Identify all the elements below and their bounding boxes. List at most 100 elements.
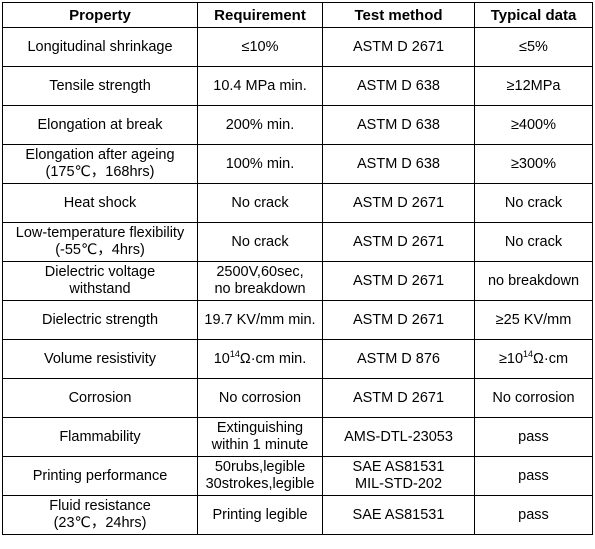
cell-requirement-text: 200% min. <box>225 116 295 133</box>
cell-typical-data-text: ≤5% <box>519 38 548 55</box>
cell-property-text: Tensile strength <box>49 77 151 94</box>
cell-test-method: ASTM D 2671 <box>322 261 475 301</box>
cell-typical-data: ≥300% <box>474 144 593 184</box>
cell-typical-data: No crack <box>474 222 593 262</box>
value-unit: Ω·cm <box>533 350 569 367</box>
cell-test-method-text: ASTM D 2671 <box>352 311 445 328</box>
cell-typical-data-text: ≥25 KV/mm <box>495 311 572 328</box>
cell-test-method: ASTM D 2671 <box>322 183 475 223</box>
cell-typical-data: pass <box>474 456 593 496</box>
cell-property-text: Printing performance <box>32 467 168 484</box>
cell-test-method-text: ASTM D 876 <box>357 350 440 367</box>
cell-test-method: ASTM D 638 <box>322 144 475 184</box>
table-row: Fluid resistance (23℃，24hrs) Printing leg… <box>2 495 593 535</box>
cell-typical-data-text: No crack <box>504 194 563 211</box>
cell-property-text: Low-temperature flexibility (-55℃，4hrs) <box>15 225 185 258</box>
cell-typical-data: ≤5% <box>474 27 593 67</box>
cell-requirement: 19.7 KV/mm min. <box>197 300 323 340</box>
properties-table: Property Requirement Test method Typical… <box>2 2 593 535</box>
cell-typical-data-text: pass <box>518 428 549 445</box>
cell-property: Fluid resistance (23℃，24hrs) <box>2 495 198 535</box>
cell-property-text: Elongation after ageing (175℃，168hrs) <box>25 147 175 180</box>
cell-requirement: Extinguishing within 1 minute <box>197 417 323 457</box>
cell-typical-data-text: pass <box>518 467 549 484</box>
cell-requirement-text: 2500V,60sec, no breakdown <box>214 264 306 297</box>
cell-test-method-text: ASTM D 2671 <box>352 233 445 250</box>
cell-test-method-text: ASTM D 2671 <box>352 272 445 289</box>
cell-property-text: Elongation at break <box>37 116 163 133</box>
header-property: Property <box>2 2 198 28</box>
cell-typical-data-text: ≥300% <box>510 155 557 172</box>
cell-typical-data: No crack <box>474 183 593 223</box>
value-unit: Ω·cm min. <box>239 350 307 367</box>
cell-test-method-text: ASTM D 2671 <box>352 38 445 55</box>
cell-typical-data: pass <box>474 495 593 535</box>
cell-property-text: Flammability <box>59 428 141 445</box>
cell-typical-data: ≥1014Ω·cm <box>474 339 593 379</box>
cell-requirement-text: 19.7 KV/mm min. <box>204 311 316 328</box>
cell-requirement-text: ≤10% <box>241 38 279 55</box>
table-row: Low-temperature flexibility (-55℃，4hrs) N… <box>2 222 593 262</box>
cell-property: Low-temperature flexibility (-55℃，4hrs) <box>2 222 198 262</box>
cell-test-method: ASTM D 2671 <box>322 222 475 262</box>
table-row: Longitudinal shrinkage ≤10% ASTM D 2671 ≤5% <box>2 27 593 67</box>
cell-test-method-text: ASTM D 638 <box>357 155 440 172</box>
cell-requirement-text: Printing legible <box>212 506 308 523</box>
cell-typical-data: no breakdown <box>474 261 593 301</box>
value-prefix: ≥10 <box>498 350 524 367</box>
cell-property: Flammability <box>2 417 198 457</box>
table-row: Elongation at break 200% min. ASTM D 638 ≥4… <box>2 105 593 145</box>
cell-property: Heat shock <box>2 183 198 223</box>
cell-requirement-text: No corrosion <box>218 389 302 406</box>
cell-requirement-text: 10.4 MPa min. <box>213 77 307 94</box>
cell-property: Printing performance <box>2 456 198 496</box>
cell-typical-data: ≥25 KV/mm <box>474 300 593 340</box>
cell-property-text: Heat shock <box>63 194 137 211</box>
cell-test-method-text: ASTM D 2671 <box>352 194 445 211</box>
cell-test-method-text: ASTM D 638 <box>357 77 440 94</box>
cell-requirement: 10.4 MPa min. <box>197 66 323 106</box>
cell-requirement: No crack <box>197 183 323 223</box>
table-row: Dielectric strength 19.7 KV/mm min. ASTM D… <box>2 300 593 340</box>
cell-typical-data-text: ≥12MPa <box>506 77 561 94</box>
cell-test-method: ASTM D 2671 <box>322 300 475 340</box>
cell-test-method-text: SAE AS81531 MIL-STD-202 <box>352 459 445 492</box>
table-row: Corrosion No corrosion ASTM D 2671 No corro… <box>2 378 593 418</box>
cell-property: Elongation at break <box>2 105 198 145</box>
cell-requirement: Printing legible <box>197 495 323 535</box>
cell-property-text: Volume resistivity <box>43 350 156 367</box>
value-prefix: 10 <box>213 350 230 367</box>
cell-test-method: ASTM D 876 <box>322 339 475 379</box>
cell-requirement: No crack <box>197 222 323 262</box>
table-row: Elongation after ageing (175℃，168hrs) 100… <box>2 144 593 184</box>
cell-typical-data: ≥12MPa <box>474 66 593 106</box>
cell-requirement-text: No crack <box>231 233 289 250</box>
cell-property-text: Corrosion <box>68 389 132 406</box>
cell-property-text: Dielectric voltage withstand <box>44 264 156 297</box>
cell-requirement: 100% min. <box>197 144 323 184</box>
table-header-row: Property Requirement Test method Typical… <box>2 2 593 28</box>
cell-requirement: 2500V,60sec, no breakdown <box>197 261 323 301</box>
header-typical-data: Typical data <box>474 2 593 28</box>
cell-typical-data-text: No crack <box>504 233 563 250</box>
cell-test-method: SAE AS81531 <box>322 495 475 535</box>
cell-typical-data-text: ≥400% <box>510 116 557 133</box>
table-row: Volume resistivity 1014Ω·cm min. ASTM D 87… <box>2 339 593 379</box>
cell-test-method: AMS-DTL-23053 <box>322 417 475 457</box>
table-row: Flammability Extinguishing within 1 minut… <box>2 417 593 457</box>
table-row: Tensile strength 10.4 MPa min. ASTM D 638 ≥… <box>2 66 593 106</box>
cell-typical-data: No corrosion <box>474 378 593 418</box>
cell-property: Elongation after ageing (175℃，168hrs) <box>2 144 198 184</box>
cell-test-method-text: SAE AS81531 <box>352 506 445 523</box>
cell-typical-data: ≥400% <box>474 105 593 145</box>
cell-property-text: Fluid resistance (23℃，24hrs) <box>49 498 151 531</box>
cell-test-method: SAE AS81531 MIL-STD-202 <box>322 456 475 496</box>
cell-test-method-text: ASTM D 2671 <box>352 389 445 406</box>
cell-test-method: ASTM D 638 <box>322 66 475 106</box>
exponent: 14 <box>229 348 240 359</box>
cell-property: Dielectric strength <box>2 300 198 340</box>
cell-property: Dielectric voltage withstand <box>2 261 198 301</box>
cell-test-method: ASTM D 2671 <box>322 378 475 418</box>
cell-requirement-text: No crack <box>231 194 289 211</box>
